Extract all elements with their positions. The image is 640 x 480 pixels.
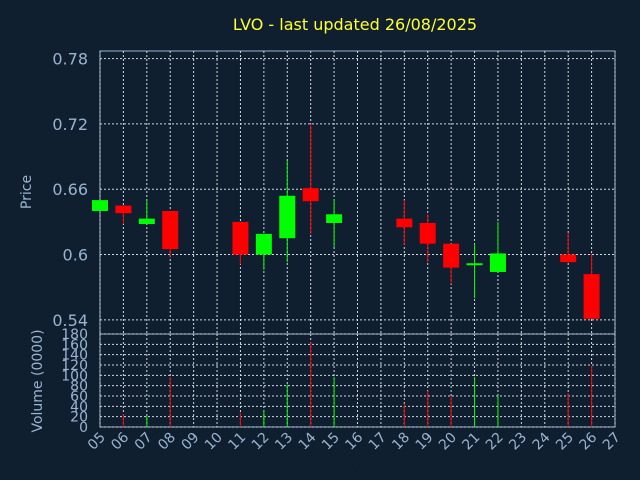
candle-body bbox=[92, 200, 108, 212]
candle-body bbox=[443, 243, 460, 268]
x-tick-label: 20 bbox=[436, 430, 460, 454]
candle-body bbox=[138, 218, 155, 225]
x-tick-label: 12 bbox=[249, 430, 273, 454]
candle-body bbox=[489, 253, 506, 272]
volume-tick-label: 0 bbox=[79, 420, 88, 436]
x-tick-label: 05 bbox=[85, 430, 109, 454]
price-tick-label: 0.66 bbox=[52, 180, 88, 199]
price-tick-label: 0.6 bbox=[63, 246, 88, 265]
candle-body bbox=[466, 263, 483, 266]
x-tick-label: 18 bbox=[389, 430, 413, 454]
volume-tick-label: 60 bbox=[70, 389, 88, 405]
candle-body bbox=[232, 221, 249, 255]
volume-tick-label: 160 bbox=[61, 337, 88, 353]
volume-axis-label: Volume (0000) bbox=[30, 329, 46, 432]
x-tick-label: 08 bbox=[155, 430, 179, 454]
volume-tick-label: 100 bbox=[61, 368, 88, 384]
candle-body bbox=[326, 214, 343, 223]
x-tick-label: 22 bbox=[483, 430, 507, 454]
price-panel: 0.78 0.72 0.66 0.6 0.54 bbox=[52, 50, 616, 335]
x-tick-label: 09 bbox=[179, 430, 203, 454]
candles bbox=[92, 123, 600, 319]
chart-title: LVO - last updated 26/08/2025 bbox=[233, 15, 477, 34]
x-tick-label: 06 bbox=[108, 429, 132, 453]
x-tick-label: 26 bbox=[576, 429, 600, 453]
volume-tick-label: 80 bbox=[70, 379, 88, 395]
price-tick-label: 0.72 bbox=[52, 115, 88, 134]
candle-body bbox=[396, 218, 413, 228]
candle-body bbox=[419, 222, 436, 244]
price-tick-label: 0.54 bbox=[52, 311, 88, 330]
x-tick-label: 11 bbox=[225, 430, 249, 454]
candle-body bbox=[255, 233, 272, 255]
volume-tick-label: 120 bbox=[61, 358, 88, 374]
x-axis-label: Day bbox=[333, 459, 361, 475]
x-tick-label: 21 bbox=[459, 430, 483, 454]
price-axis-label: Price bbox=[19, 175, 35, 209]
x-tick-label: 23 bbox=[506, 430, 530, 454]
x-tick-label: 07 bbox=[132, 430, 156, 454]
x-tick-label: 14 bbox=[296, 429, 320, 453]
candle-body bbox=[115, 205, 132, 214]
candle-body bbox=[302, 188, 319, 202]
x-tick-label: 13 bbox=[272, 430, 296, 454]
candle-body bbox=[560, 254, 577, 263]
x-tick-label: 24 bbox=[530, 429, 554, 453]
x-tick-label: 16 bbox=[342, 429, 366, 453]
x-tick-label: 17 bbox=[366, 430, 390, 454]
x-tick-label: 27 bbox=[600, 430, 624, 454]
x-tick-labels: 05 06 07 08 09 10 11 12 13 14 15 16 17 18 19 20 21 22 23 24… bbox=[85, 429, 624, 453]
volume-bars bbox=[122, 341, 593, 427]
volume-tick-label: 180 bbox=[61, 327, 88, 343]
volume-tick-label: 20 bbox=[70, 410, 88, 426]
volume-tick-label: 40 bbox=[70, 399, 88, 415]
x-tick-label: 15 bbox=[319, 430, 343, 454]
price-tick-label: 0.78 bbox=[52, 50, 88, 69]
volume-tick-label: 140 bbox=[61, 348, 88, 364]
candle-body bbox=[583, 274, 600, 319]
x-tick-label: 10 bbox=[202, 430, 226, 454]
candle-body bbox=[279, 195, 296, 239]
candle-body bbox=[162, 211, 179, 250]
x-tick-label: 25 bbox=[553, 430, 577, 454]
x-tick-label: 19 bbox=[413, 430, 437, 454]
volume-grid bbox=[99, 333, 616, 428]
price-tick-labels: 0.78 0.72 0.66 0.6 0.54 bbox=[52, 50, 88, 330]
price-grid bbox=[99, 51, 616, 334]
